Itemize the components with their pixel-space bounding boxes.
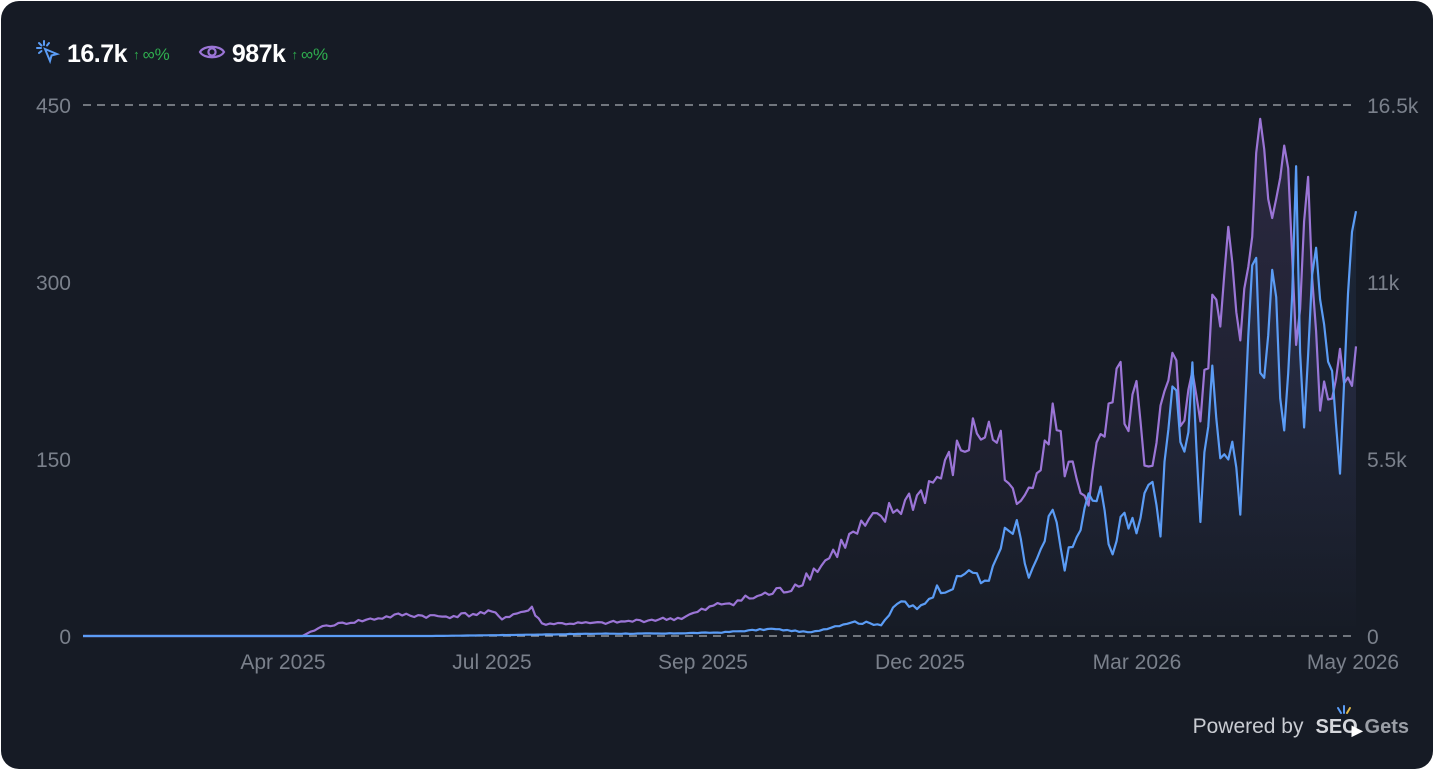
- y-left-tick-label: 450: [36, 95, 71, 118]
- y-right-tick-label: 0: [1367, 626, 1379, 649]
- powered-by-label: Powered by: [1192, 715, 1304, 738]
- x-tick-label: May 2026: [1307, 651, 1399, 674]
- clicks-area: [83, 166, 1356, 636]
- clicks-change: ↑ ∞%: [133, 45, 170, 65]
- clicks-change-value: ∞%: [142, 44, 170, 64]
- y-right-tick-label: 5.5k: [1367, 449, 1407, 472]
- y-left-tick-label: 300: [36, 272, 71, 295]
- x-tick-label: Sep 2025: [658, 651, 748, 674]
- arrow-up-icon: ↑: [291, 47, 298, 62]
- y-left-tick-label: 0: [59, 626, 71, 649]
- clicks-value: 16.7k: [67, 40, 128, 68]
- impressions-metric[interactable]: 987k ↑ ∞%: [198, 39, 328, 70]
- clicks-metric[interactable]: 16.7k ↑ ∞%: [35, 39, 170, 70]
- impressions-change-value: ∞%: [300, 44, 329, 64]
- footer-attribution: Powered by SEO ▶ Gets: [1192, 704, 1409, 739]
- arrow-up-icon: ↑: [133, 47, 140, 62]
- x-tick-label: Dec 2025: [875, 651, 965, 674]
- seogets-logo[interactable]: SEO ▶ Gets: [1315, 704, 1409, 739]
- y-left-tick-label: 150: [36, 449, 71, 472]
- clicks-line: [83, 165, 1358, 638]
- metrics-bar: 16.7k ↑ ∞% 987k ↑ ∞%: [35, 39, 328, 70]
- x-tick-label: Mar 2026: [1093, 651, 1182, 674]
- logo-text-gets: Gets: [1364, 715, 1409, 738]
- impressions-change: ↑ ∞%: [291, 45, 328, 65]
- play-icon: ▶: [1351, 721, 1363, 738]
- logo-spark-icon: [1336, 704, 1351, 714]
- y-right-tick-label: 16.5k: [1367, 95, 1419, 118]
- logo-text-seo: SEO: [1315, 715, 1358, 738]
- cursor-click-icon: [35, 39, 61, 70]
- impressions-value: 987k: [231, 40, 286, 68]
- y-right-tick-label: 11k: [1367, 272, 1400, 295]
- x-tick-label: Apr 2025: [240, 651, 325, 674]
- eye-icon: [198, 39, 226, 70]
- impressions-area: [83, 118, 1356, 636]
- x-tick-label: Jul 2025: [452, 651, 531, 674]
